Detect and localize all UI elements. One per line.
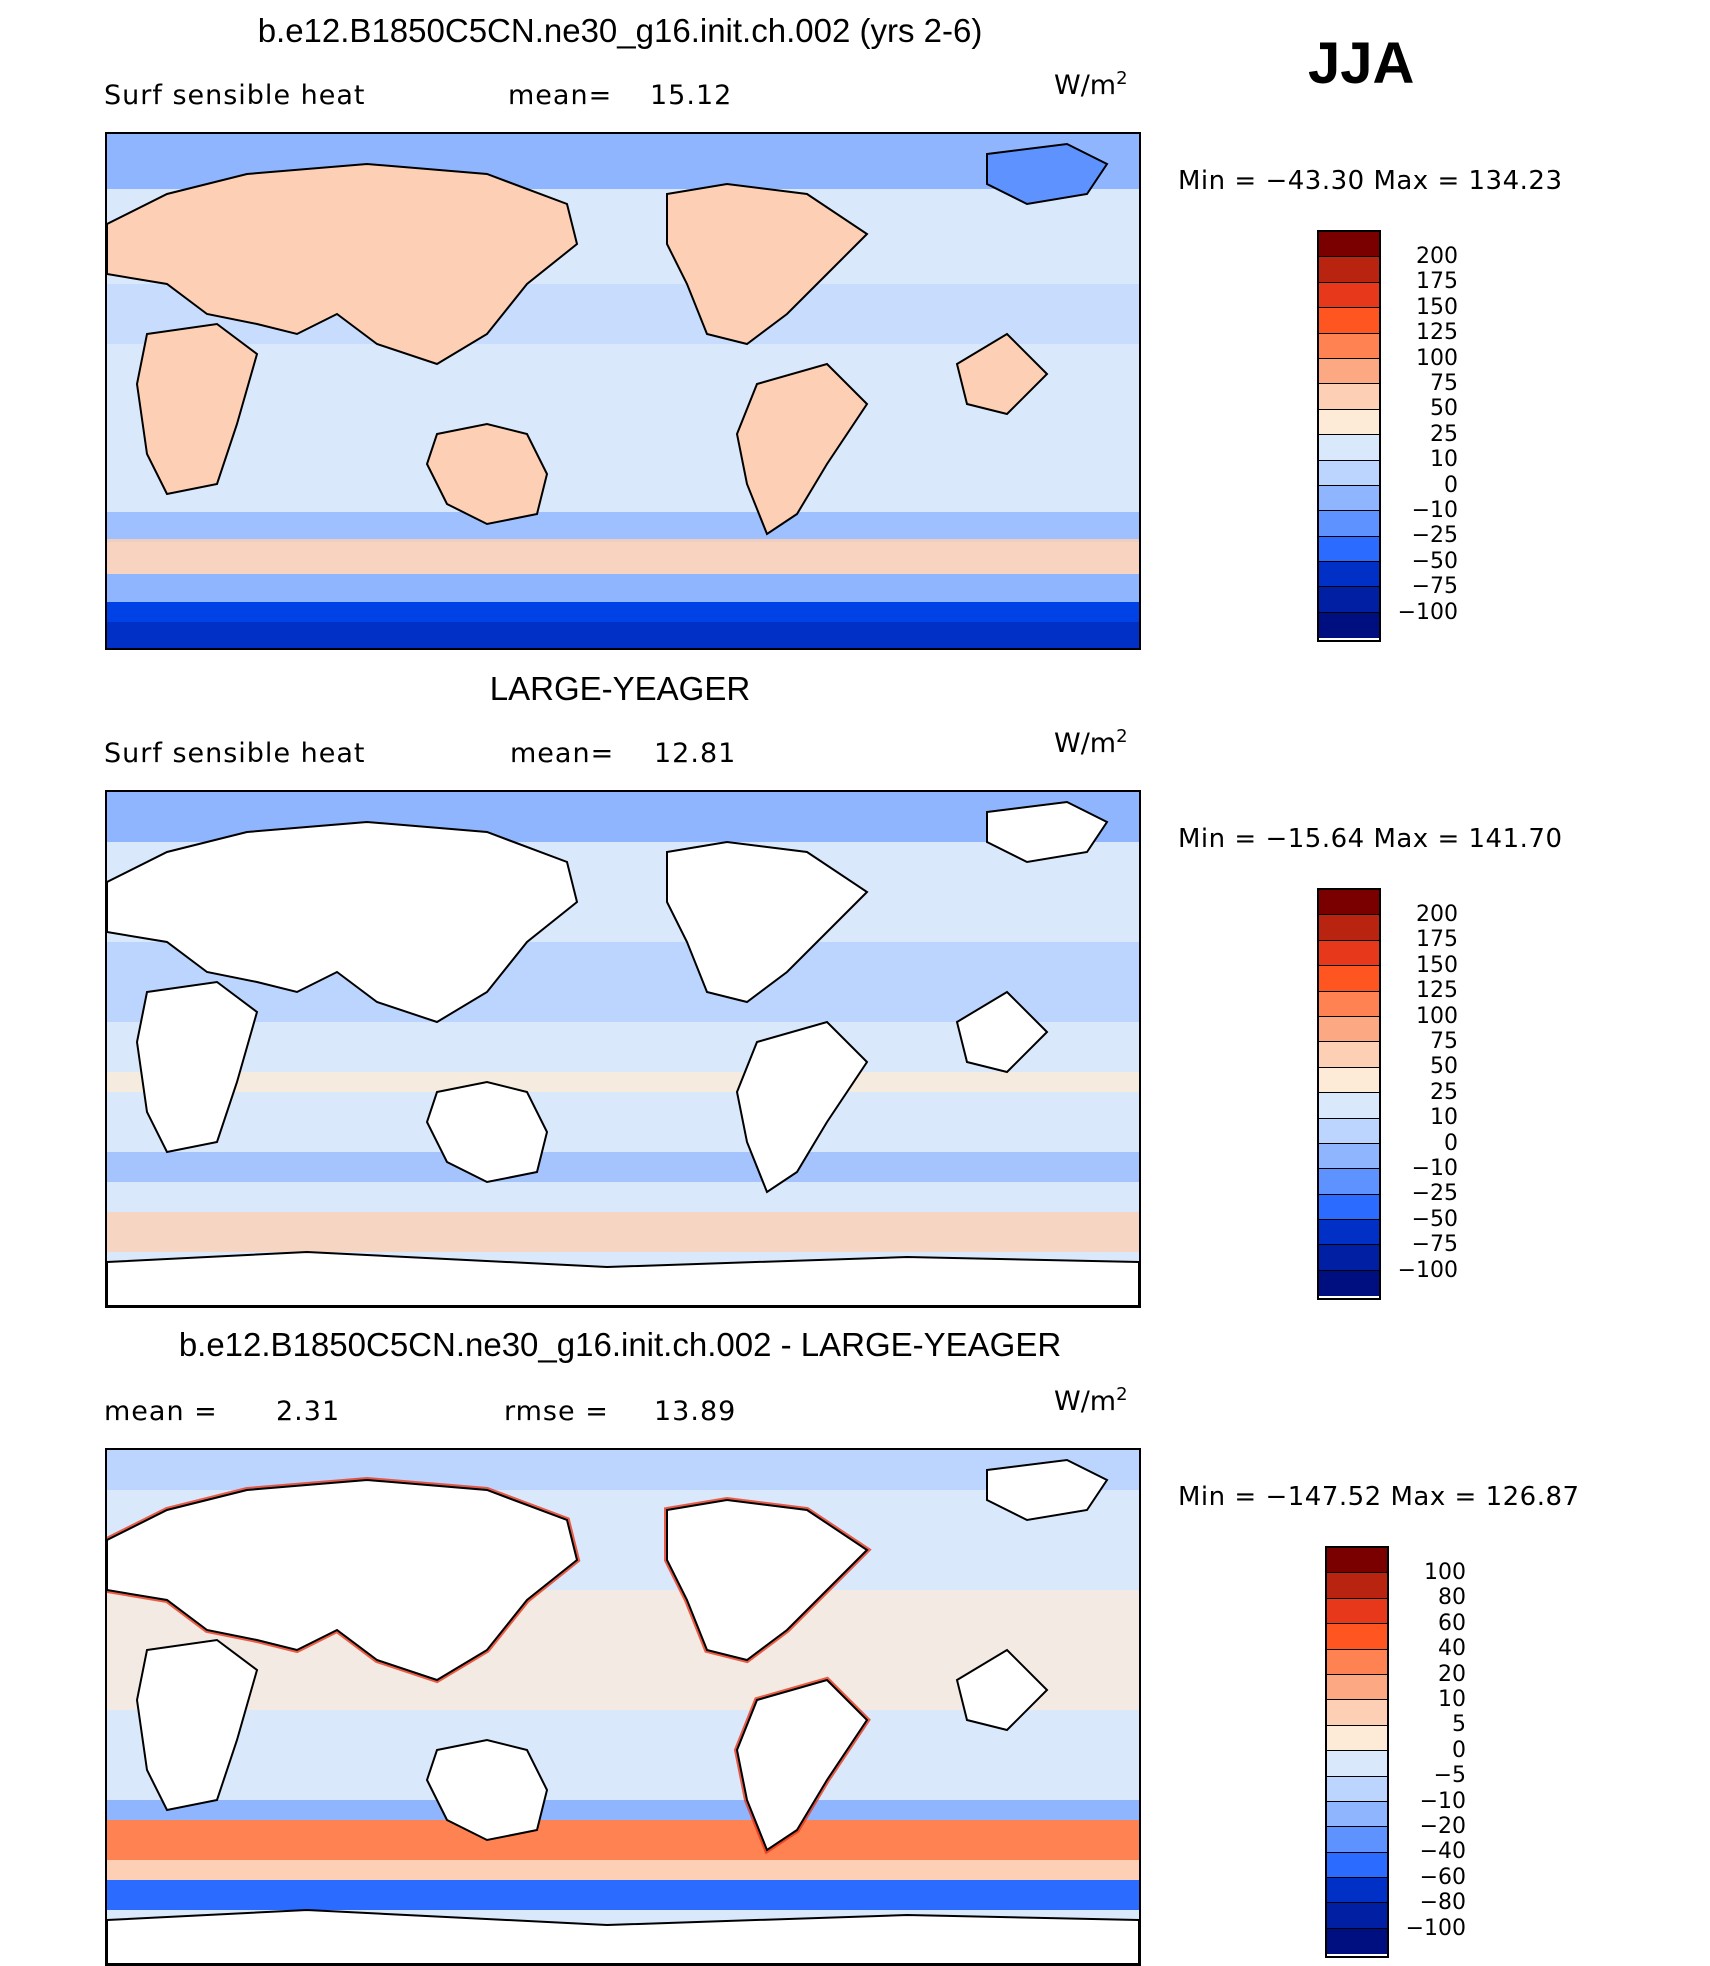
- panel-3-mean-value: 2.31: [276, 1396, 341, 1427]
- panel-1-min-max: Min = −43.30 Max = 134.23: [1178, 166, 1563, 196]
- panel-1-mean-value: 15.12: [650, 80, 733, 111]
- panel-2-title: LARGE-YEAGER: [489, 670, 751, 707]
- panel-2-units: W/m2: [1054, 726, 1128, 759]
- panel-2-mean-value: 12.81: [654, 738, 737, 769]
- panel-2-min-max: Min = −15.64 Max = 141.70: [1178, 824, 1563, 854]
- panel-1-title: b.e12.B1850C5CN.ne30_g16.init.ch.002 (yr…: [257, 12, 983, 49]
- panel-3-map-svg: [107, 1450, 1139, 1964]
- panel-3-colorbar-labels: 100 80 60 40 20 10 5 0 −5 −10 −20 −40 −6…: [1405, 1560, 1466, 1941]
- panel-1-map-svg: [107, 134, 1139, 648]
- panel-2-colorbar-labels: 200 175 150 125 100 75 50 25 10 0 −10 −2…: [1397, 902, 1458, 1283]
- panel-2-mean-label: mean=: [510, 738, 615, 769]
- panel-1-units: W/m2: [1054, 68, 1128, 101]
- season-label: JJA: [1308, 31, 1415, 96]
- panel-3-colorbar: [1325, 1546, 1389, 1958]
- panel-3-map: [105, 1448, 1141, 1966]
- panel-2-colorbar: [1317, 888, 1381, 1300]
- panel-2-map: [105, 790, 1141, 1308]
- panel-1-variable-label: Surf sensible heat: [104, 80, 366, 111]
- panel-1-colorbar-labels: 200 175 150 125 100 75 50 25 10 0 −10 −2…: [1397, 244, 1458, 625]
- panel-1-colorbar: [1317, 230, 1381, 642]
- panel-2-map-svg: [107, 792, 1139, 1306]
- panel-3-rmse-value: 13.89: [654, 1396, 737, 1427]
- panel-1-map: [105, 132, 1141, 650]
- panel-3-min-max: Min = −147.52 Max = 126.87: [1178, 1482, 1580, 1512]
- panel-3-units: W/m2: [1054, 1384, 1128, 1417]
- panel-3-rmse-label: rmse =: [504, 1396, 609, 1427]
- panel-3-mean-label: mean =: [104, 1396, 218, 1427]
- panel-2-variable-label: Surf sensible heat: [104, 738, 366, 769]
- panel-3-title: b.e12.B1850C5CN.ne30_g16.init.ch.002 - L…: [178, 1326, 1062, 1363]
- panel-1-mean-label: mean=: [508, 80, 613, 111]
